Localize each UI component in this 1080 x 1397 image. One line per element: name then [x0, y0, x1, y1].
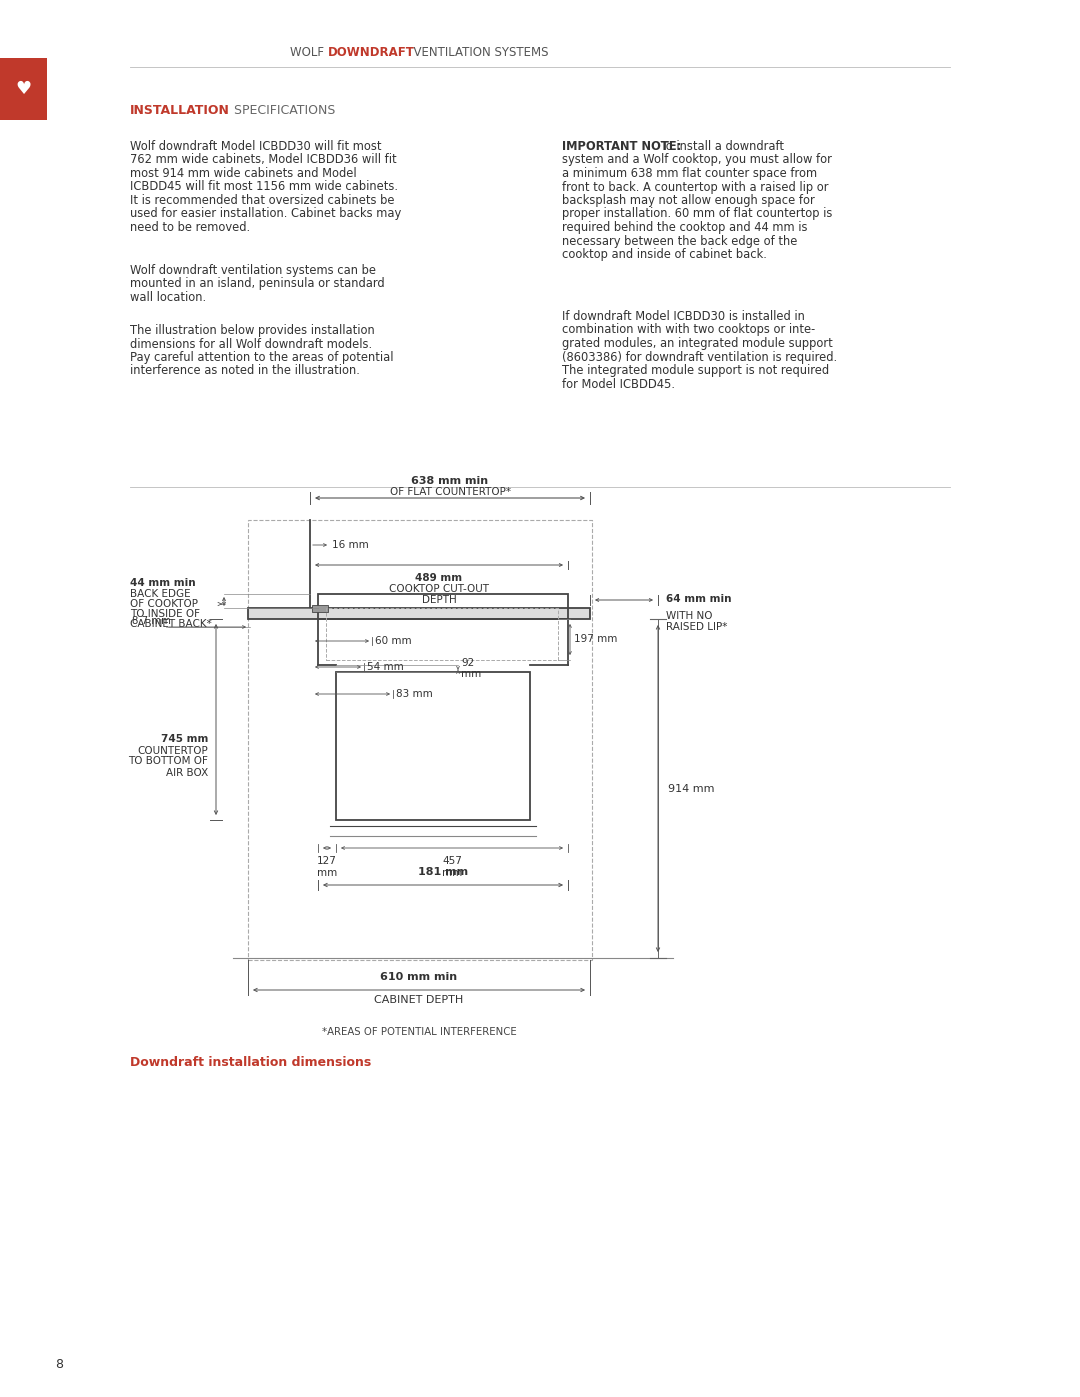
Text: front to back. A countertop with a raised lip or: front to back. A countertop with a raise…: [562, 180, 828, 194]
Text: cooktop and inside of cabinet back.: cooktop and inside of cabinet back.: [562, 249, 767, 261]
Text: 8: 8: [55, 1358, 63, 1372]
Text: CABINET DEPTH: CABINET DEPTH: [375, 995, 463, 1004]
Text: ♥: ♥: [15, 80, 31, 98]
Text: 181 mm: 181 mm: [418, 868, 468, 877]
Text: It is recommended that oversized cabinets be: It is recommended that oversized cabinet…: [130, 194, 394, 207]
Bar: [248, 608, 590, 619]
Text: dimensions for all Wolf downdraft models.: dimensions for all Wolf downdraft models…: [130, 338, 373, 351]
Text: 457
mm: 457 mm: [442, 856, 462, 877]
Text: 914 mm: 914 mm: [669, 784, 715, 793]
Text: RAISED LIP*: RAISED LIP*: [666, 622, 727, 631]
Text: mounted in an island, peninsula or standard: mounted in an island, peninsula or stand…: [130, 278, 384, 291]
Text: TO INSIDE OF: TO INSIDE OF: [130, 609, 200, 619]
Text: INSTALLATION: INSTALLATION: [130, 103, 230, 116]
Text: DOWNDRAFT: DOWNDRAFT: [328, 46, 415, 59]
Text: Pay careful attention to the areas of potential: Pay careful attention to the areas of po…: [130, 351, 393, 365]
Text: DEPTH: DEPTH: [421, 595, 457, 605]
Text: Downdraft installation dimensions: Downdraft installation dimensions: [130, 1056, 372, 1069]
Text: ICBDD45 will fit most 1156 mm wide cabinets.: ICBDD45 will fit most 1156 mm wide cabin…: [130, 180, 399, 194]
Text: used for easier installation. Cabinet backs may: used for easier installation. Cabinet ba…: [130, 208, 402, 221]
Text: 44 mm min: 44 mm min: [130, 578, 195, 588]
Text: 638 mm min: 638 mm min: [411, 476, 488, 486]
Text: Wolf downdraft Model ICBDD30 will fit most: Wolf downdraft Model ICBDD30 will fit mo…: [130, 140, 381, 154]
Text: 54 mm: 54 mm: [367, 662, 404, 672]
Text: 610 mm min: 610 mm min: [380, 972, 458, 982]
Text: need to be removed.: need to be removed.: [130, 221, 251, 235]
Text: Wolf downdraft ventilation systems can be: Wolf downdraft ventilation systems can b…: [130, 264, 376, 277]
Text: The integrated module support is not required: The integrated module support is not req…: [562, 365, 829, 377]
Text: VENTILATION SYSTEMS: VENTILATION SYSTEMS: [406, 46, 549, 59]
Text: CABINET BACK*: CABINET BACK*: [130, 619, 212, 629]
Text: a minimum 638 mm flat counter space from: a minimum 638 mm flat counter space from: [562, 168, 818, 180]
Text: IMPORTANT NOTE:: IMPORTANT NOTE:: [562, 140, 681, 154]
Bar: [336, 672, 530, 820]
Text: 127
mm: 127 mm: [316, 856, 337, 877]
Text: 762 mm wide cabinets, Model ICBDD36 will fit: 762 mm wide cabinets, Model ICBDD36 will…: [130, 154, 396, 166]
Text: grated modules, an integrated module support: grated modules, an integrated module sup…: [562, 337, 833, 351]
Text: backsplash may not allow enough space for: backsplash may not allow enough space fo…: [562, 194, 814, 207]
Text: SPECIFICATIONS: SPECIFICATIONS: [230, 103, 336, 116]
Text: AIR BOX: AIR BOX: [165, 767, 208, 778]
Text: WITH NO: WITH NO: [666, 610, 713, 622]
Text: TO BOTTOM OF: TO BOTTOM OF: [129, 757, 208, 767]
Text: for Model ICBDD45.: for Model ICBDD45.: [562, 377, 675, 391]
Text: The illustration below provides installation: The illustration below provides installa…: [130, 324, 375, 337]
Text: proper installation. 60 mm of flat countertop is: proper installation. 60 mm of flat count…: [562, 208, 833, 221]
Text: 83 mm: 83 mm: [396, 689, 433, 698]
Text: OF FLAT COUNTERTOP*: OF FLAT COUNTERTOP*: [390, 488, 511, 497]
Bar: [318, 594, 568, 619]
Text: 745 mm: 745 mm: [161, 735, 208, 745]
Text: COOKTOP CUT-OUT: COOKTOP CUT-OUT: [389, 584, 489, 594]
Text: 64 mm min: 64 mm min: [666, 594, 731, 604]
Text: If downdraft Model ICBDD30 is installed in: If downdraft Model ICBDD30 is installed …: [562, 310, 805, 323]
Text: 92
mm: 92 mm: [461, 658, 482, 679]
Text: OF COOKTOP: OF COOKTOP: [130, 599, 198, 609]
Text: (8603386) for downdraft ventilation is required.: (8603386) for downdraft ventilation is r…: [562, 351, 837, 363]
Text: COUNTERTOP: COUNTERTOP: [137, 746, 208, 756]
Text: 489 mm: 489 mm: [416, 573, 462, 583]
Text: WOLF: WOLF: [291, 46, 332, 59]
Bar: [0, 59, 48, 120]
Text: To install a downdraft: To install a downdraft: [657, 140, 784, 154]
Text: combination with with two cooktops or inte-: combination with with two cooktops or in…: [562, 324, 815, 337]
Text: required behind the cooktop and 44 mm is: required behind the cooktop and 44 mm is: [562, 221, 808, 235]
Text: system and a Wolf cooktop, you must allow for: system and a Wolf cooktop, you must allo…: [562, 154, 832, 166]
Text: 16 mm: 16 mm: [332, 541, 368, 550]
Text: wall location.: wall location.: [130, 291, 206, 305]
Text: 197 mm: 197 mm: [573, 634, 618, 644]
Bar: [248, 520, 592, 960]
Text: interference as noted in the illustration.: interference as noted in the illustratio…: [130, 365, 360, 377]
Text: 60 mm: 60 mm: [375, 636, 411, 645]
Bar: [312, 605, 328, 612]
Text: BACK EDGE: BACK EDGE: [130, 590, 191, 599]
Bar: [326, 608, 558, 659]
Text: 8.7 mm: 8.7 mm: [132, 616, 171, 626]
Text: most 914 mm wide cabinets and Model: most 914 mm wide cabinets and Model: [130, 168, 356, 180]
Text: necessary between the back edge of the: necessary between the back edge of the: [562, 235, 797, 247]
Text: *AREAS OF POTENTIAL INTERFERENCE: *AREAS OF POTENTIAL INTERFERENCE: [322, 1027, 516, 1037]
